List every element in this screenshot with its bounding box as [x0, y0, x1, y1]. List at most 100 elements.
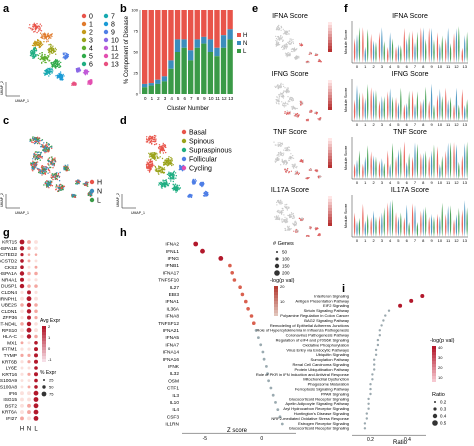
legend-label: Supraspinous: [189, 148, 232, 155]
umap-point: [54, 66, 56, 68]
e-point: [288, 159, 290, 161]
e-point: [286, 33, 288, 35]
g-dot: [34, 240, 38, 244]
e-point: [287, 206, 289, 208]
e-colorbar: [328, 202, 332, 205]
umap-point: [52, 174, 54, 177]
f-violin: [464, 104, 466, 121]
umap-point: [30, 28, 32, 30]
b-bar-L: [188, 60, 194, 94]
umap-point: [62, 73, 64, 76]
i-p-tick: 30: [438, 355, 443, 360]
b-legend-swatch: [237, 33, 241, 37]
f-violin: [414, 142, 416, 179]
legend-swatch: [103, 21, 109, 27]
e-point: [285, 207, 287, 209]
umap-point: [47, 159, 49, 161]
umap-point: [60, 189, 62, 191]
e-point: [289, 100, 291, 103]
e-colorbar: [328, 49, 332, 52]
umap-point: [57, 172, 60, 175]
umap-point: [159, 156, 161, 158]
umap-point: [176, 184, 178, 187]
e-point: [277, 154, 279, 156]
e-point: [293, 115, 295, 117]
umap-point: [49, 171, 51, 173]
b-xtick: 5: [177, 96, 180, 101]
i-term-label: Coronavirus Pathogenesis Pathway: [286, 333, 349, 338]
legend-label: 12: [111, 54, 119, 61]
f-xtick: 5: [397, 180, 400, 185]
f-violin: [439, 43, 441, 63]
e-point: [295, 228, 297, 231]
legend-label: 1: [89, 22, 93, 29]
e-point: [284, 31, 286, 34]
umap-point: [35, 27, 37, 29]
h-dot: [254, 329, 258, 332]
e-point: [276, 204, 278, 206]
umap-point: [59, 171, 61, 174]
e-point: [275, 158, 277, 160]
i-ratio-tick: 0.4: [440, 414, 447, 419]
e-point: [285, 229, 287, 231]
e-colorbar: [328, 25, 332, 28]
e-point: [296, 172, 298, 174]
e-point: [297, 230, 299, 232]
umap-point: [158, 184, 160, 186]
e-point: [289, 149, 291, 151]
e-point: [292, 212, 294, 215]
umap-point: [47, 158, 50, 160]
f-title: IL17A Score: [391, 187, 429, 194]
umap-point: [172, 177, 174, 180]
e-colorbar: [328, 159, 332, 162]
h-colorbar: [274, 313, 278, 316]
umap-point: [85, 70, 87, 72]
i-dot: [367, 397, 370, 401]
e-colorbar: [328, 34, 332, 37]
f-violin: [458, 104, 460, 121]
umap-point: [30, 141, 33, 143]
e-colorbar: [328, 211, 332, 214]
e-point: [282, 33, 285, 35]
f-violin: [447, 205, 449, 237]
e-point: [288, 113, 290, 115]
legend-label: L: [97, 198, 101, 205]
e-point: [317, 60, 319, 63]
e-point: [282, 161, 284, 163]
b-xtick: 0: [144, 96, 147, 101]
umap-point: [39, 171, 42, 173]
e-point: [286, 203, 288, 205]
umap-point: [51, 147, 53, 150]
e-point: [273, 141, 275, 143]
g-dot: [34, 322, 38, 326]
umap-point: [32, 26, 34, 28]
umap-point: [31, 55, 33, 58]
f-violin: [411, 203, 414, 237]
f-violin: [375, 89, 377, 121]
f-xtick: 10: [438, 238, 443, 243]
f-violin: [383, 96, 385, 121]
e-point: [296, 229, 298, 232]
g-colorbar: [42, 332, 46, 335]
g-colorbar: [42, 326, 46, 329]
e-point: [285, 104, 287, 107]
e-point: [318, 118, 320, 120]
umap-point: [47, 40, 49, 42]
umap-point: [33, 167, 36, 169]
e-point: [287, 214, 289, 216]
umap-point: [167, 162, 169, 165]
b-bar-L: [161, 81, 168, 94]
f-violin: [391, 38, 394, 63]
g-dot: [27, 240, 31, 244]
e-point: [282, 94, 285, 96]
umap-point: [51, 146, 53, 148]
umap-point: [79, 70, 81, 72]
umap-point: [42, 35, 44, 37]
legend-swatch: [103, 45, 109, 51]
h-colorbar: [274, 298, 278, 301]
h-term-label: CTF1: [167, 386, 179, 392]
umap-point: [172, 187, 175, 189]
e-point: [296, 56, 298, 58]
